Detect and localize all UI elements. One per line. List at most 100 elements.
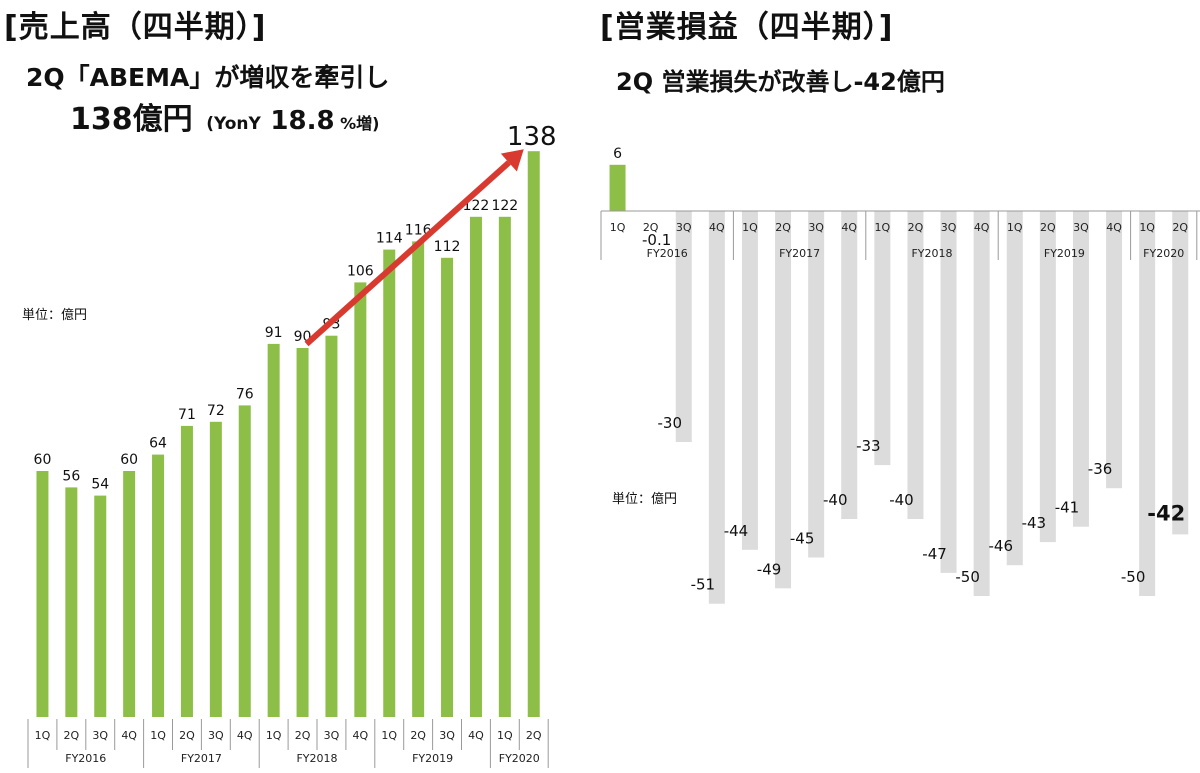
- sales-headline: 2Q「ABEMA」が増収を牽引し: [26, 63, 390, 92]
- operating-income-value-label: ‑30: [658, 414, 683, 432]
- sales-bar: [267, 343, 280, 717]
- operating-income-quarter-tick-label: 2Q: [643, 221, 659, 234]
- sales-quarter-tick-label: 1Q: [381, 729, 397, 742]
- sales-quarter-tick-label: 2Q: [526, 729, 542, 742]
- operating-income-value-label: ‑51: [691, 576, 716, 594]
- sales-bar: [209, 421, 222, 717]
- operating-income-bar: [1106, 211, 1123, 489]
- sales-bar: [325, 335, 338, 717]
- sales-value-label: 71: [178, 407, 196, 423]
- sales-quarter-tick-label: 3Q: [208, 729, 224, 742]
- operating-income-value-label: ‑49: [757, 560, 782, 578]
- operating-income-quarter-tick-label: 3Q: [808, 221, 824, 234]
- sales-value-label: 91: [265, 325, 283, 341]
- operating-income-value-label: ‑43: [1022, 514, 1047, 532]
- operating-income-value-label: ‑33: [856, 437, 881, 455]
- sales-headline-value-line: 138億円 (YonY 18.8 %増): [70, 94, 380, 138]
- sales-quarter-tick-label: 1Q: [266, 729, 282, 742]
- operating-income-value-label: ‑0.1: [642, 231, 671, 249]
- sales-fiscal-year-label: FY2020: [499, 752, 540, 765]
- sales-title: [売上高（四半期）]: [4, 10, 267, 45]
- sales-headline-value: 138億円: [70, 102, 193, 137]
- sales-fiscal-year-label: FY2018: [296, 752, 337, 765]
- sales-bar: [65, 487, 78, 717]
- operating-income-value-label: ‑40: [889, 491, 914, 509]
- operating-income-bar: [1039, 211, 1056, 543]
- sales-bar: [412, 241, 425, 717]
- sales-bar: [180, 425, 193, 717]
- operating-income-quarter-tick-label: 2Q: [908, 221, 924, 234]
- sales-headline-growth: 18.8: [270, 106, 335, 136]
- operating-income-value-label: ‑50: [1121, 568, 1146, 586]
- operating-income-fiscal-year-label: FY2020: [1143, 247, 1184, 260]
- operating-income-quarter-tick-label: 3Q: [676, 221, 692, 234]
- sales-bar: [527, 151, 540, 717]
- operating-income-value-label: ‑42: [1147, 501, 1185, 525]
- operating-income-quarter-tick-label: 2Q: [1040, 221, 1056, 234]
- sales-bar: [296, 348, 309, 717]
- sales-fiscal-year-label: FY2016: [65, 752, 106, 765]
- sales-bar: [383, 249, 396, 717]
- operating-income-bar: [675, 211, 692, 442]
- sales-value-label: 64: [149, 436, 167, 452]
- operating-income-headline: 2Q 営業損失が改善し-42億円: [616, 68, 945, 96]
- operating-income-quarter-tick-label: 2Q: [775, 221, 791, 234]
- operating-income-quarter-tick-label: 4Q: [709, 221, 725, 234]
- sales-bar: [36, 471, 49, 717]
- operating-income-bar: [1172, 211, 1189, 535]
- sales-fiscal-year-label: FY2017: [181, 752, 222, 765]
- sales-quarter-tick-label: 2Q: [179, 729, 195, 742]
- operating-income-value-label: ‑36: [1088, 460, 1113, 478]
- operating-income-value-label: 6: [613, 146, 622, 162]
- sales-value-label: 106: [347, 263, 374, 279]
- operating-income-fiscal-year-label: FY2019: [1044, 247, 1085, 260]
- operating-income-quarter-tick-label: 4Q: [841, 221, 857, 234]
- sales-quarter-tick-label: 3Q: [92, 729, 108, 742]
- sales-bar: [238, 405, 251, 717]
- growth-arrow-head: [500, 149, 524, 172]
- operating-income-quarter-tick-label: 4Q: [1106, 221, 1122, 234]
- operating-income-bar: [808, 211, 825, 558]
- sales-value-label: 54: [91, 477, 109, 493]
- sales-value-label: 60: [34, 452, 52, 468]
- operating-income-quarter-tick-label: 1Q: [1007, 221, 1023, 234]
- operating-income-bar: [1139, 211, 1156, 596]
- operating-income-value-label: ‑40: [823, 491, 848, 509]
- operating-income-bar: [874, 211, 891, 466]
- sales-value-label: 76: [236, 386, 254, 402]
- operating-income-value-label: ‑45: [790, 530, 815, 548]
- sales-quarter-tick-label: 1Q: [35, 729, 51, 742]
- operating-income-value-label: ‑44: [724, 522, 749, 540]
- operating-income-bar: [741, 211, 758, 550]
- sales-bar: [469, 216, 482, 718]
- sales-quarter-tick-label: 2Q: [295, 729, 311, 742]
- sales-unit-label: 単位：億円: [22, 308, 88, 323]
- operating-income-fiscal-year-label: FY2017: [779, 247, 820, 260]
- operating-income-quarter-tick-label: 1Q: [1139, 221, 1155, 234]
- sales-fiscal-year-label: FY2019: [412, 752, 453, 765]
- sales-bar: [123, 471, 136, 717]
- sales-value-label: 60: [120, 452, 138, 468]
- operating-income-bar: [708, 211, 725, 604]
- operating-income-fiscal-year-label: FY2016: [647, 247, 688, 260]
- sales-quarter-tick-label: 1Q: [150, 729, 166, 742]
- sales-quarter-tick-label: 3Q: [324, 729, 340, 742]
- operating-income-value-label: ‑46: [989, 537, 1014, 555]
- operating-income-value-label: ‑47: [922, 545, 947, 563]
- sales-bar: [441, 257, 454, 717]
- operating-income-bar: [775, 211, 792, 589]
- sales-quarter-tick-label: 4Q: [237, 729, 253, 742]
- sales-quarter-tick-label: 4Q: [468, 729, 484, 742]
- sales-value-label: 72: [207, 403, 225, 419]
- sales-quarter-tick-label: 1Q: [497, 729, 513, 742]
- sales-quarter-tick-label: 4Q: [353, 729, 369, 742]
- operating-income-quarter-tick-label: 1Q: [610, 221, 626, 234]
- sales-quarter-tick-label: 2Q: [64, 729, 80, 742]
- operating-income-bar: [1006, 211, 1023, 566]
- sales-value-label: 122: [491, 198, 518, 214]
- operating-income-bar: [940, 211, 957, 573]
- sales-value-label: 138: [507, 122, 557, 152]
- sales-bar: [152, 454, 165, 717]
- growth-arrow-shaft: [304, 160, 511, 347]
